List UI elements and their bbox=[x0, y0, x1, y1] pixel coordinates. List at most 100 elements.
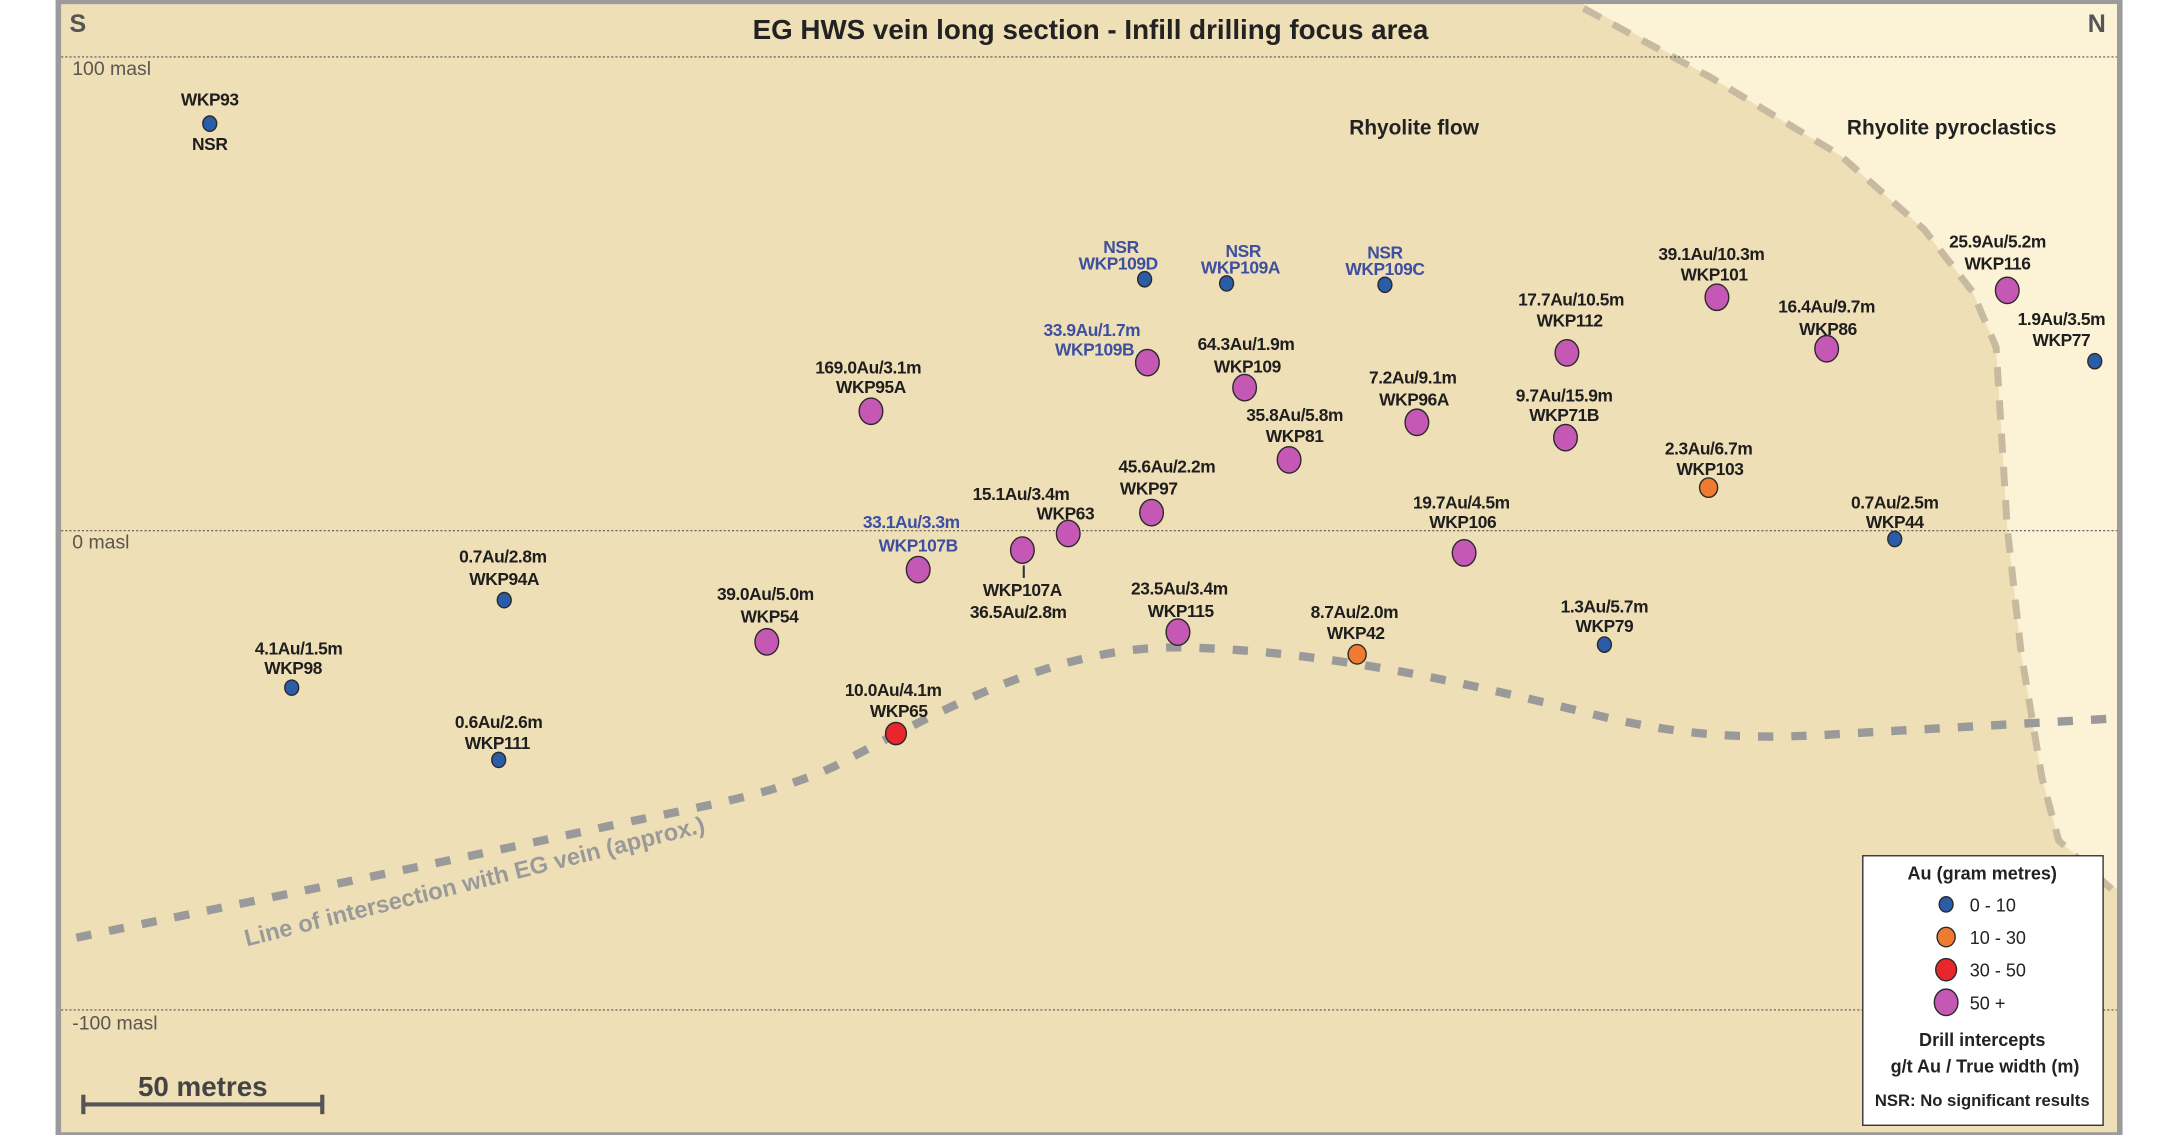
intercept-result-label: 169.0Au/3.1m bbox=[815, 358, 921, 378]
drill-holes: NSRWKP93NSRWKP109DNSRWKP109ANSRWKP109C33… bbox=[181, 90, 2106, 769]
hole-id-label: WKP97 bbox=[1120, 479, 1178, 499]
drill-intercept-marker bbox=[2087, 352, 2103, 370]
intercept-result-label: 16.4Au/9.7m bbox=[1778, 297, 1875, 317]
intercept-result-label: 0.7Au/2.8m bbox=[459, 547, 546, 567]
hole-id-label: WKP107B bbox=[879, 536, 958, 556]
scale-bar bbox=[81, 1094, 325, 1115]
intercept-result-label: 35.8Au/5.8m bbox=[1246, 405, 1343, 425]
hole-id-label: WKP71B bbox=[1529, 405, 1599, 425]
intercept-result-label: 1.3Au/5.7m bbox=[1561, 597, 1648, 617]
drill-intercept-marker bbox=[202, 115, 218, 132]
drill-intercept-marker bbox=[1276, 445, 1302, 474]
drill-intercept-marker bbox=[1139, 498, 1165, 527]
drill-intercept-marker bbox=[1377, 276, 1393, 294]
legend-swatch-cat-0-10 bbox=[1938, 896, 1954, 913]
drill-intercept-marker bbox=[1814, 334, 1840, 363]
drill-intercept-marker bbox=[1232, 373, 1258, 402]
intercept-result-label: 39.1Au/10.3m bbox=[1658, 244, 1764, 264]
hole-id-label: WKP65 bbox=[870, 701, 928, 721]
intercept-result-label: 0.7Au/2.5m bbox=[1851, 492, 1938, 512]
drill-intercept-marker bbox=[754, 627, 780, 656]
intercept-result-label: NSR bbox=[1226, 241, 1262, 261]
hole-id-label: WKP103 bbox=[1677, 459, 1745, 479]
region-label-rhyolite-flow: Rhyolite flow bbox=[1349, 117, 1479, 140]
drill-intercept-marker bbox=[1704, 283, 1730, 312]
drill-intercept-marker bbox=[1554, 338, 1580, 367]
elevation-label-100: 100 masl bbox=[72, 58, 151, 80]
hole-id-label: WKP63 bbox=[1037, 504, 1095, 524]
vein-intersection-line bbox=[75, 643, 2119, 942]
page-title: EG HWS vein long section - Infill drilli… bbox=[753, 14, 1429, 45]
drill-hole-wkp96a: 7.2Au/9.1m WKP96A bbox=[1369, 367, 1457, 437]
intercept-result-label: 25.9Au/5.2m bbox=[1949, 231, 2046, 251]
intercept-result-label: 4.1Au/1.5m bbox=[255, 638, 342, 658]
hole-id-label: WKP95A bbox=[836, 377, 907, 397]
intercept-result-label: 45.6Au/2.2m bbox=[1118, 456, 1215, 476]
intercept-result-label: NSR bbox=[192, 134, 228, 154]
intercept-result-label: 2.3Au/6.7m bbox=[1665, 438, 1752, 458]
hole-id-label: WKP115 bbox=[1148, 601, 1215, 621]
intercept-result-label: 36.5Au/2.8m bbox=[970, 602, 1067, 622]
hole-id-label: WKP86 bbox=[1799, 319, 1857, 339]
hole-id-label: WKP116 bbox=[1965, 254, 2032, 274]
legend-item-label: 0 - 10 bbox=[1970, 895, 2016, 915]
hole-id-label: WKP111 bbox=[465, 733, 531, 753]
drill-intercept-marker bbox=[1136, 270, 1153, 288]
drill-hole-wkp93: NSR WKP93 bbox=[181, 90, 240, 154]
legend-title: Au (gram metres) bbox=[1908, 863, 2057, 883]
legend-units: g/t Au / True width (m) bbox=[1891, 1056, 2080, 1076]
hole-id-label: WKP112 bbox=[1537, 310, 1603, 330]
legend-item-label: 10 - 30 bbox=[1970, 928, 2026, 948]
drill-intercept-marker bbox=[1451, 539, 1477, 567]
drill-hole-wkp116: 25.9Au/5.2m WKP116 bbox=[1949, 231, 2046, 305]
elevation-gridlines bbox=[61, 56, 2117, 1011]
drill-intercept-marker bbox=[1994, 276, 2020, 305]
drill-intercept-marker bbox=[1698, 477, 1719, 499]
region-label-rhyolite-pyroclastics: Rhyolite pyroclastics bbox=[1847, 117, 2057, 140]
hole-id-label: WKP96A bbox=[1379, 390, 1450, 410]
intercept-result-label: 64.3Au/1.9m bbox=[1198, 334, 1295, 354]
elevation-label-minus-100: -100 masl bbox=[72, 1012, 157, 1034]
elevation-label-0: 0 masl bbox=[72, 532, 129, 554]
hole-id-label: WKP107A bbox=[983, 580, 1063, 600]
hole-id-label: WKP79 bbox=[1576, 616, 1634, 636]
drill-intercept-marker bbox=[1055, 519, 1081, 548]
drill-intercept-marker bbox=[1218, 275, 1235, 292]
hole-id-label: WKP44 bbox=[1866, 512, 1924, 532]
intercept-result-label: 0.6Au/2.6m bbox=[455, 712, 542, 732]
drill-intercept-marker bbox=[884, 721, 908, 746]
intercept-result-label: 17.7Au/10.5m bbox=[1518, 290, 1624, 310]
intercept-result-label: 39.0Au/5.0m bbox=[717, 584, 814, 604]
lithology-contact-line bbox=[1581, 5, 2114, 892]
intercept-result-label: 7.2Au/9.1m bbox=[1369, 367, 1456, 387]
drill-intercept-marker bbox=[1347, 643, 1367, 665]
intercept-result-label: 1.9Au/3.5m bbox=[2018, 309, 2105, 329]
legend-swatch-cat-10-30 bbox=[1936, 926, 1956, 948]
scale-bar-label: 50 metres bbox=[138, 1071, 268, 1102]
pyroclastics-region bbox=[1583, 4, 2117, 890]
drill-intercept-marker bbox=[1553, 423, 1579, 452]
intercept-result-label: 15.1Au/3.4m bbox=[973, 484, 1070, 504]
drill-intercept-marker bbox=[1134, 348, 1160, 377]
hole-id-label: WKP109A bbox=[1201, 258, 1281, 278]
legend-item-label: 30 - 50 bbox=[1970, 961, 2026, 981]
hole-id-label: WKP106 bbox=[1429, 512, 1497, 532]
drill-hole-wkp97: 45.6Au/2.2m WKP97 bbox=[1118, 456, 1216, 527]
drill-intercept-marker bbox=[1596, 636, 1613, 653]
